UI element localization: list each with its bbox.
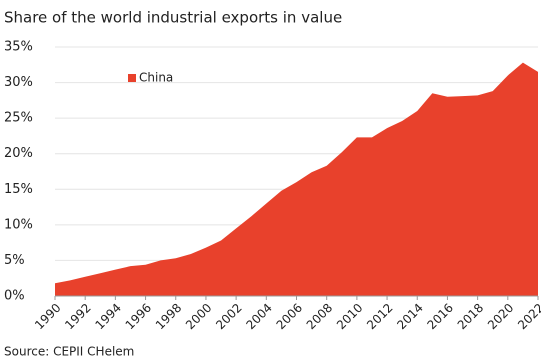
x-tick-label: 2022: [515, 301, 541, 332]
x-tick-label: 2014: [394, 301, 425, 332]
x-tick-label: 1994: [92, 301, 123, 332]
x-tick-label: 2020: [485, 301, 516, 332]
x-tick-label: 1996: [123, 301, 154, 332]
source-note: Source: CEPII CHelem: [4, 345, 134, 359]
y-tick-label: 15%: [4, 182, 33, 197]
y-tick-label: 5%: [4, 253, 25, 268]
y-tick-label: 0%: [4, 289, 25, 304]
x-tick-label: 2010: [334, 301, 365, 332]
y-tick-label: 30%: [4, 75, 33, 90]
x-tick-label: 1990: [32, 301, 63, 332]
x-tick-label: 2018: [455, 301, 486, 332]
y-tick-label: 10%: [4, 217, 33, 232]
y-tick-label: 20%: [4, 146, 33, 161]
x-tick-label: 2012: [364, 301, 395, 332]
x-tick-label: 2016: [425, 301, 456, 332]
legend-label: China: [139, 71, 173, 85]
chart-subtitle: Share of the world industrial exports in…: [4, 9, 342, 27]
x-tick-label: 1998: [153, 301, 184, 332]
legend-swatch: [128, 74, 136, 82]
x-tick-label: 1992: [62, 301, 93, 332]
x-tick-label: 2004: [243, 301, 274, 332]
area: [55, 62, 538, 296]
x-tick-label: 2000: [183, 301, 214, 332]
y-tick-label: 25%: [4, 111, 33, 126]
x-tick-label: 2006: [274, 301, 305, 332]
x-tick-label: 2008: [304, 301, 335, 332]
x-tick-label: 2002: [213, 301, 244, 332]
y-tick-label: 35%: [4, 40, 33, 55]
